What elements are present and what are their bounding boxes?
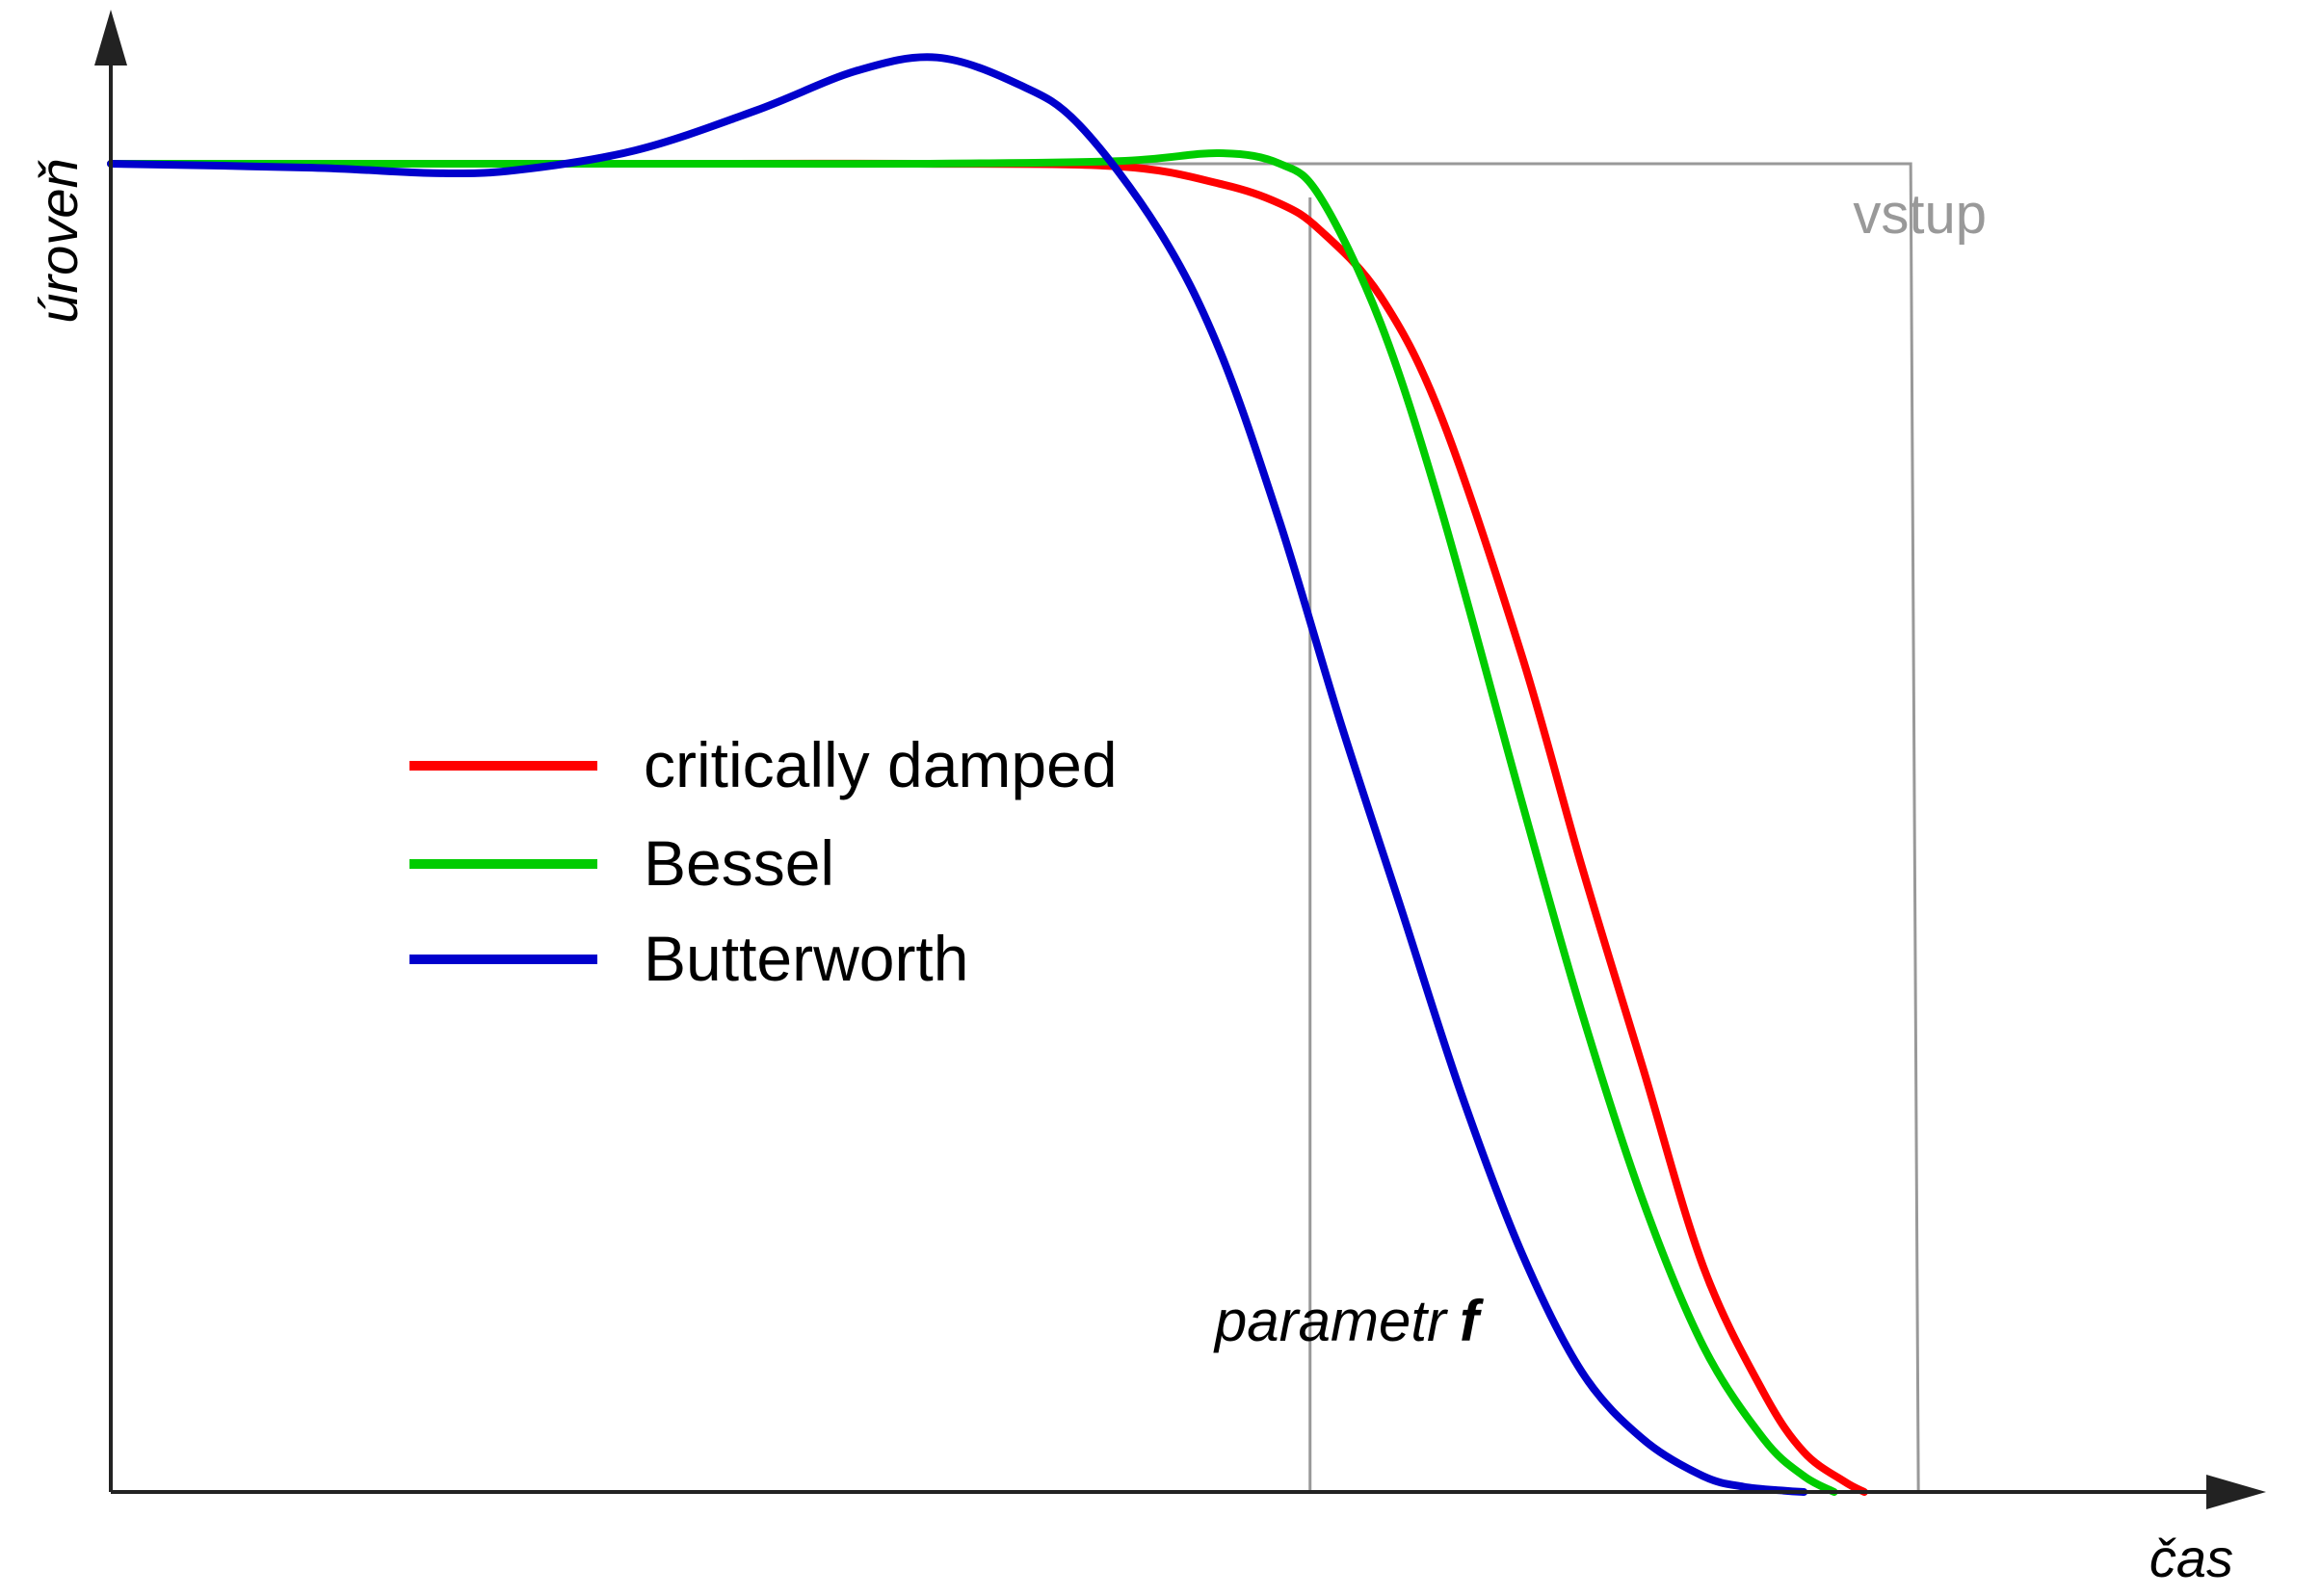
legend: critically damped Bessel Butterworth [409, 729, 1118, 994]
series-curves [107, 53, 1920, 1496]
y-axis-label: úroveň [28, 158, 89, 323]
legend-label-bessel: Bessel [644, 827, 834, 899]
input-step-line [111, 162, 1920, 1493]
marker-label: parametr f [1213, 1289, 1484, 1353]
legend-label-butterworth: Butterworth [644, 923, 968, 994]
series-line-butterworth [107, 53, 1808, 1496]
x-axis-label: čas [2149, 1528, 2233, 1588]
x-axis-arrow [2206, 1475, 2266, 1509]
marker-label-symbol: f [1460, 1289, 1484, 1353]
series-line-bessel [107, 148, 1838, 1496]
series-line-critically-damped [107, 159, 1868, 1496]
marker-label-prefix: parametr [1213, 1289, 1448, 1353]
input-label: vstup [1853, 183, 1987, 246]
legend-label-critically-damped: critically damped [644, 729, 1118, 800]
y-axis-arrow [94, 10, 127, 65]
